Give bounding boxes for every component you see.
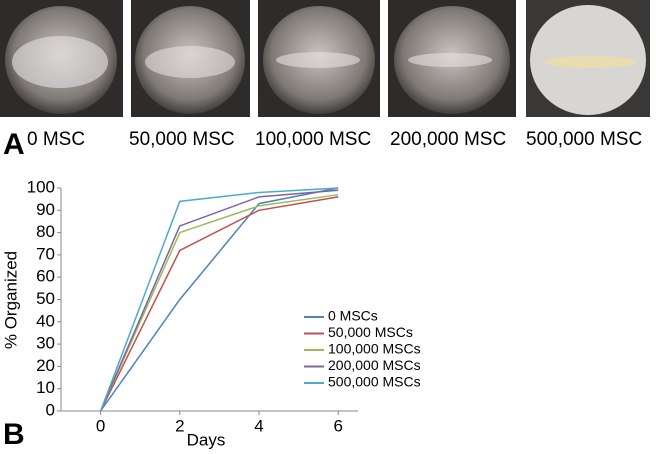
x-tick-label: 0 xyxy=(96,416,105,435)
y-tick-label: 20 xyxy=(36,356,55,375)
series-line xyxy=(99,189,339,412)
panel-label: A xyxy=(3,128,25,161)
legend-label: 0 MSCs xyxy=(328,308,378,324)
legend-label: 200,000 MSCs xyxy=(328,357,421,373)
y-tick-label: 90 xyxy=(36,200,55,219)
tissue xyxy=(408,53,492,67)
y-tick-label: 100 xyxy=(27,177,55,196)
caption: 500,000 MSC xyxy=(526,129,642,150)
caption: 200,000 MSC xyxy=(390,129,506,150)
y-axis-label: % Organized xyxy=(1,251,20,349)
series-line xyxy=(99,196,339,412)
series-line xyxy=(99,193,339,412)
caption: 100,000 MSC xyxy=(255,129,371,150)
y-tick-label: 0 xyxy=(46,400,55,419)
y-tick-label: 50 xyxy=(36,289,55,308)
y-tick-label: 40 xyxy=(36,311,55,330)
y-tick-label: 70 xyxy=(36,244,55,263)
caption: 0 MSC xyxy=(27,129,85,150)
tissue xyxy=(544,56,636,68)
y-tick-label: 80 xyxy=(36,222,55,241)
caption: 50,000 MSC xyxy=(129,129,235,150)
y-tick-label: 60 xyxy=(36,267,55,286)
series-line xyxy=(99,187,339,412)
legend-label: 100,000 MSCs xyxy=(328,341,421,357)
x-tick-label: 6 xyxy=(333,416,342,435)
x-tick-label: 2 xyxy=(175,416,184,435)
tissue xyxy=(276,52,360,68)
y-tick-label: 30 xyxy=(36,334,55,353)
legend-label: 500,000 MSCs xyxy=(328,374,421,390)
tissue xyxy=(145,46,235,78)
x-axis-label: Days xyxy=(187,430,226,449)
tissue xyxy=(12,36,108,88)
series-line xyxy=(99,187,339,412)
x-tick-label: 4 xyxy=(254,416,263,435)
photos xyxy=(0,0,650,117)
y-tick-label: 10 xyxy=(36,378,55,397)
legend-label: 50,000 MSCs xyxy=(328,324,413,340)
panel-label: B xyxy=(3,418,25,451)
